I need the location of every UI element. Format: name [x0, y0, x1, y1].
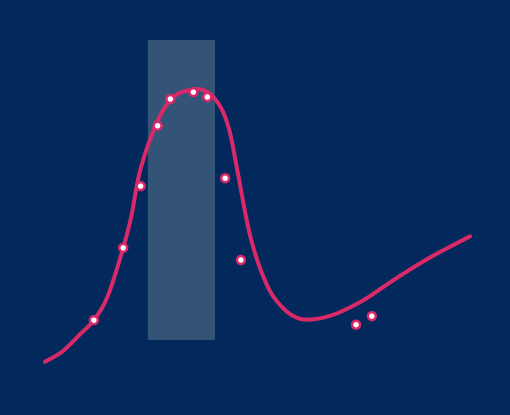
data-point — [188, 86, 199, 98]
data-point-layer — [88, 86, 378, 330]
data-point — [202, 91, 213, 103]
data-point — [350, 319, 362, 330]
data-point — [219, 172, 231, 184]
data-point — [165, 93, 176, 105]
data-point — [366, 310, 378, 322]
data-point — [135, 180, 146, 192]
data-point — [152, 120, 163, 131]
data-point — [117, 242, 129, 254]
highlight-band — [147, 40, 215, 340]
data-point — [88, 314, 100, 326]
series-line-layer — [43, 87, 472, 364]
series-line — [43, 87, 472, 364]
highlight-band-layer — [147, 40, 215, 340]
data-point — [235, 254, 247, 266]
